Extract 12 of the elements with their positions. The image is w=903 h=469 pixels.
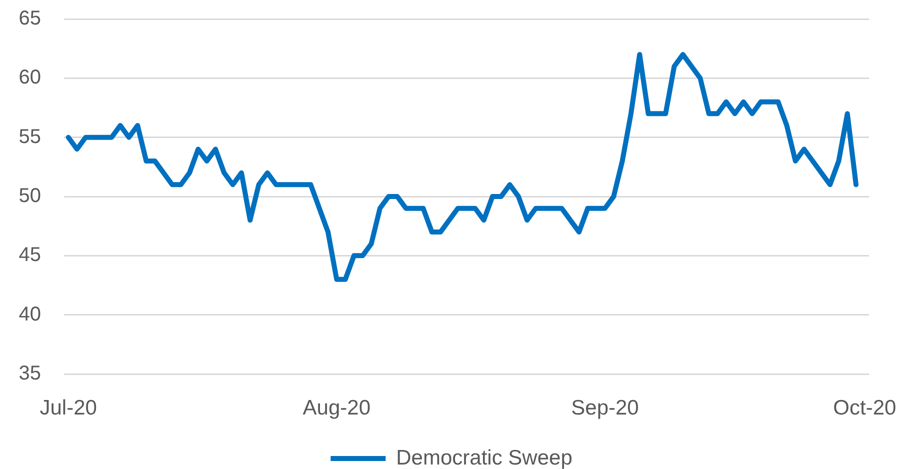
y-tick-label: 35	[18, 362, 41, 385]
y-tick-label: 50	[18, 185, 41, 208]
y-tick-label: 55	[18, 126, 41, 148]
x-tick-label: Aug-20	[302, 396, 371, 420]
legend-label: Democratic Sweep	[396, 446, 572, 469]
y-tick-label: 60	[18, 66, 41, 89]
y-tick-label: 40	[18, 303, 41, 326]
x-tick-label: Oct-20	[833, 396, 896, 420]
y-tick-label: 65	[18, 8, 41, 30]
x-tick-label: Jul-20	[40, 396, 97, 420]
y-tick-label: 45	[18, 244, 41, 266]
x-tick-label: Sep-20	[571, 396, 639, 420]
